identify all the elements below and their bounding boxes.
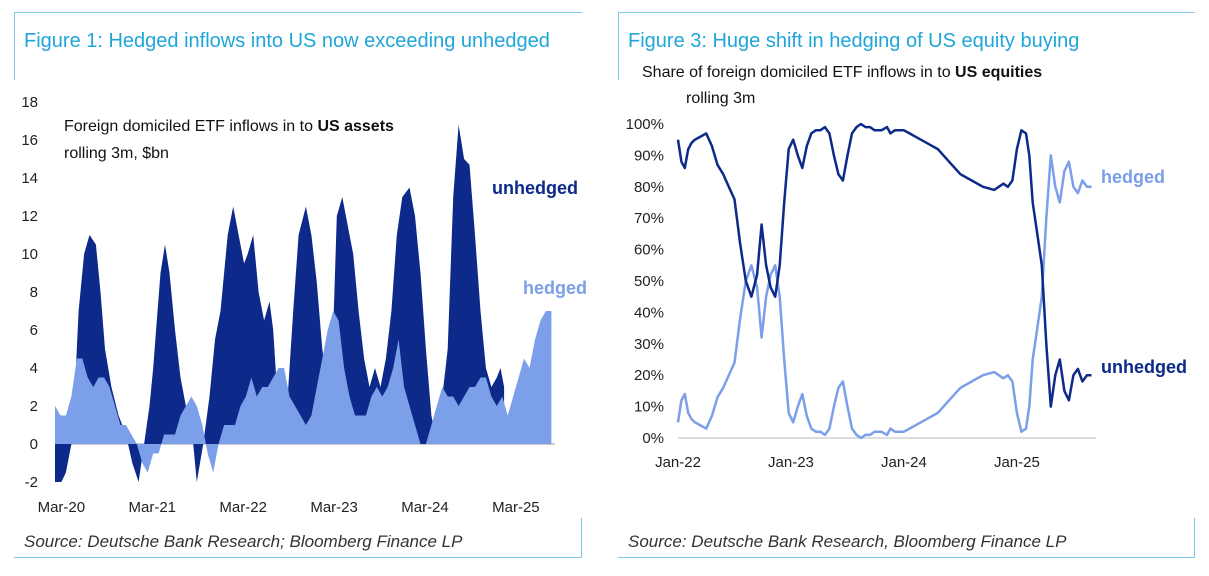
series-unhedged-line bbox=[676, 122, 1092, 408]
x-tick-label: Mar-25 bbox=[492, 499, 540, 516]
chart2-subtitle: Share of foreign domiciled ETF inflows i… bbox=[642, 64, 1042, 81]
y-tick-label: 80% bbox=[634, 179, 664, 196]
figure1-panel: Figure 1: Hedged inflows into US now exc… bbox=[0, 0, 596, 576]
x-tick-label: Jan-25 bbox=[994, 454, 1040, 471]
figure1-left-rule bbox=[14, 12, 15, 80]
x-tick-label: Mar-20 bbox=[38, 499, 86, 516]
legend-hedged: hedged bbox=[523, 278, 587, 298]
x-tick-label: Mar-24 bbox=[401, 499, 449, 516]
y-tick-label: 2 bbox=[30, 398, 38, 415]
figure1-source: Source: Deutsche Bank Research; Bloomber… bbox=[24, 532, 463, 551]
x-tick-label: Jan-24 bbox=[881, 454, 927, 471]
y-tick-label: 90% bbox=[634, 147, 664, 164]
chart2-subtitle-line2: rolling 3m bbox=[686, 90, 755, 107]
y-tick-label: 12 bbox=[21, 208, 38, 225]
series-hedged-area bbox=[55, 311, 552, 473]
figure1-title: Figure 1: Hedged inflows into US now exc… bbox=[24, 30, 550, 52]
figure3-left-rule bbox=[618, 12, 619, 80]
y-tick-label: 18 bbox=[21, 94, 38, 111]
chart1-subtitle: Foreign domiciled ETF inflows in to US a… bbox=[64, 118, 394, 135]
x-tick-label: Mar-21 bbox=[129, 499, 177, 516]
y-tick-label: 6 bbox=[30, 322, 38, 339]
y-tick-label: 20% bbox=[634, 367, 664, 384]
legend-hedged: hedged bbox=[1101, 167, 1165, 187]
chart1-subtitle-line2: rolling 3m, $bn bbox=[64, 145, 169, 162]
figure3-chart: 100% 90% 80% 70% 60% 50% 40% 30% 20% 10% 0% Jan-22 J… bbox=[626, 64, 1187, 471]
y-tick-label: 0% bbox=[642, 430, 664, 447]
legend-unhedged: unhedged bbox=[492, 178, 578, 198]
figure3-panel: Figure 3: Huge shift in hedging of US eq… bbox=[604, 0, 1209, 576]
y-tick-label: 14 bbox=[21, 170, 38, 187]
y-tick-label: 8 bbox=[30, 284, 38, 301]
y-tick-label: 40% bbox=[634, 304, 664, 321]
y-tick-label: 100% bbox=[626, 116, 664, 133]
figure1-top-rule bbox=[14, 12, 582, 13]
figure3-title: Figure 3: Huge shift in hedging of US eq… bbox=[628, 30, 1080, 52]
x-tick-label: Jan-23 bbox=[768, 454, 814, 471]
y-tick-label: 50% bbox=[634, 273, 664, 290]
y-tick-label: 10 bbox=[21, 246, 38, 263]
y-tick-label: 60% bbox=[634, 242, 664, 259]
figure3-source: Source: Deutsche Bank Research, Bloomber… bbox=[628, 532, 1067, 551]
y-tick-label: -2 bbox=[25, 474, 38, 491]
figure3-bottom-rule bbox=[618, 557, 1195, 558]
figure1-right-rule bbox=[581, 518, 582, 558]
figure1-bottom-rule bbox=[14, 557, 582, 558]
y-tick-label: 70% bbox=[634, 210, 664, 227]
figure3-top-rule bbox=[618, 12, 1195, 13]
legend-unhedged: unhedged bbox=[1101, 357, 1187, 377]
y-tick-label: 16 bbox=[21, 132, 38, 149]
series-hedged-line bbox=[676, 154, 1092, 440]
figure3-right-rule bbox=[1194, 518, 1195, 558]
y-tick-label: 10% bbox=[634, 399, 664, 416]
y-tick-label: 30% bbox=[634, 336, 664, 353]
y-tick-label: 0 bbox=[30, 436, 38, 453]
y-tick-label: 4 bbox=[30, 360, 38, 377]
x-tick-label: Jan-22 bbox=[655, 454, 701, 471]
x-tick-label: Mar-22 bbox=[219, 499, 267, 516]
x-tick-label: Mar-23 bbox=[310, 499, 358, 516]
